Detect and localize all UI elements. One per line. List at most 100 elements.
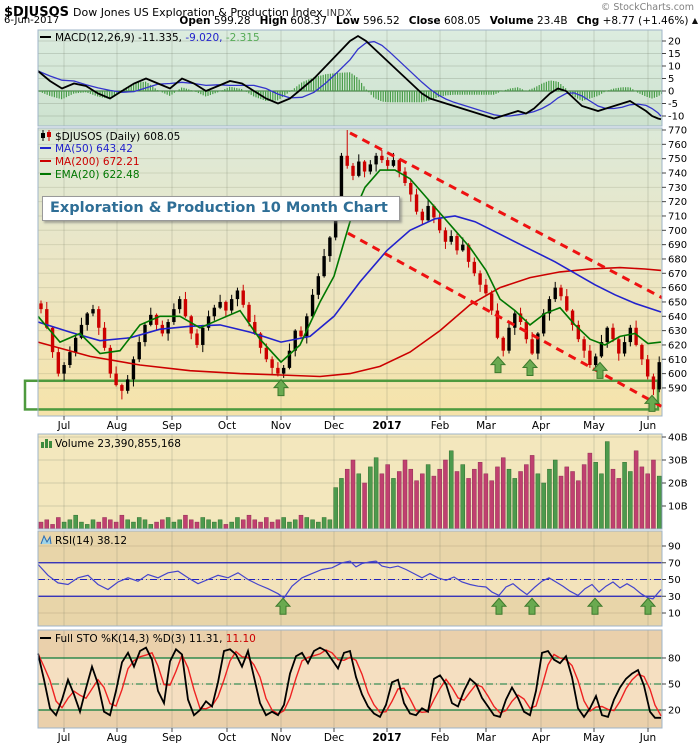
up-arrow-icon: [586, 597, 604, 615]
svg-text:680: 680: [668, 254, 687, 265]
volume-value: 23.4B: [536, 15, 568, 27]
svg-text:20B: 20B: [668, 479, 688, 490]
change-up-arrow-icon: ▲: [691, 16, 698, 25]
svg-text:710: 710: [668, 211, 687, 222]
price-legend-label: $DJUSOS (Daily) 608.05: [55, 131, 181, 143]
svg-text:Aug: Aug: [107, 420, 128, 432]
svg-text:740: 740: [668, 168, 687, 179]
svg-text:620: 620: [668, 340, 687, 351]
open-label: Open: [179, 15, 211, 27]
chg-label: Chg: [576, 15, 600, 27]
svg-text:10: 10: [668, 62, 681, 73]
ma50-label: MA(50) 643.42: [55, 143, 133, 155]
quote-open: Open 599.28: [179, 15, 250, 27]
svg-text:80: 80: [668, 653, 681, 664]
svg-text:Feb: Feb: [431, 732, 450, 744]
up-arrow-icon: [489, 355, 507, 374]
svg-text:50: 50: [668, 575, 681, 586]
svg-text:Aug: Aug: [107, 732, 128, 744]
svg-text:Oct: Oct: [218, 420, 236, 432]
quote-change: Chg +8.77 (+1.46%) ▲: [577, 15, 698, 27]
volume-bars-icon: [40, 437, 52, 451]
up-arrow-icon: [490, 597, 508, 615]
macd-value: -11.335,: [138, 32, 182, 44]
high-label: High: [259, 15, 287, 27]
svg-text:690: 690: [668, 240, 687, 251]
svg-text:720: 720: [668, 197, 687, 208]
svg-text:700: 700: [668, 226, 687, 237]
up-arrow-icon: [274, 597, 292, 615]
svg-text:600: 600: [668, 369, 687, 380]
svg-text:Jun: Jun: [639, 420, 656, 432]
svg-text:5: 5: [668, 74, 674, 85]
svg-text:Apr: Apr: [532, 732, 551, 744]
svg-text:Oct: Oct: [218, 732, 236, 744]
svg-text:730: 730: [668, 183, 687, 194]
exchange-label: INDX: [326, 8, 353, 19]
close-value: 608.05: [443, 15, 481, 27]
header-title-row: $DJUSOS Dow Jones US Exploration & Produc…: [4, 1, 696, 20]
rsi-legend: RSI(14) 38.12: [40, 534, 127, 548]
sto-legend: Full STO %K(14,3) %D(3) 11.31, 11.10: [40, 633, 256, 645]
svg-text:660: 660: [668, 283, 687, 294]
svg-text:20: 20: [668, 37, 681, 48]
price-legend-ema20: EMA(20) 622.48: [40, 169, 140, 181]
macd-line-swatch-icon: [40, 36, 51, 38]
sto-panel: 80 50 20: [37, 629, 681, 729]
svg-text:630: 630: [668, 326, 687, 337]
price-legend-main: $DJUSOS (Daily) 608.05: [40, 130, 180, 144]
svg-text:May: May: [583, 420, 605, 432]
svg-text:2017: 2017: [372, 732, 401, 744]
quote-close: Close 608.05: [409, 15, 481, 27]
quote-volume: Volume 23.4B: [490, 15, 568, 27]
low-label: Low: [336, 15, 360, 27]
volume-label: Volume: [489, 15, 534, 27]
rsi-panel: 90 70 50 30 10: [37, 530, 681, 627]
ema20-swatch-icon: [40, 173, 51, 175]
stockcharts-brand: © StockCharts.com: [600, 2, 694, 13]
ticker-symbol: $DJUSOS: [4, 5, 70, 20]
open-value: 599.28: [213, 15, 251, 27]
macd-hist-value: -2.315: [225, 32, 260, 44]
svg-text:590: 590: [668, 383, 687, 394]
chg-value: +8.77 (+1.46%): [602, 15, 689, 27]
svg-text:50: 50: [668, 679, 681, 690]
volume-panel: 40B 30B 20B 10B: [37, 433, 688, 530]
svg-text:Sep: Sep: [162, 732, 182, 744]
up-arrow-icon: [521, 358, 539, 377]
svg-text:650: 650: [668, 297, 687, 308]
svg-text:2017: 2017: [372, 420, 401, 432]
svg-text:30B: 30B: [668, 456, 688, 467]
rsi-indicator-icon: [40, 534, 52, 548]
candlestick-icon: [40, 130, 52, 144]
volume-legend-label: Volume 23,390,855,168: [55, 438, 181, 450]
quote-strip: Open 599.28 High 608.37 Low 596.52 Close…: [179, 15, 698, 27]
high-value: 608.37: [290, 15, 328, 27]
svg-text:Dec: Dec: [324, 420, 345, 432]
svg-text:70: 70: [668, 558, 681, 569]
up-arrow-icon: [523, 597, 541, 615]
macd-signal-value: -9.020,: [185, 32, 223, 44]
svg-text:Nov: Nov: [271, 732, 292, 744]
svg-text:760: 760: [668, 140, 687, 151]
svg-text:0: 0: [668, 87, 674, 98]
svg-text:750: 750: [668, 154, 687, 165]
svg-text:Apr: Apr: [532, 420, 551, 432]
svg-text:Mar: Mar: [476, 732, 496, 744]
quote-low: Low 596.52: [336, 15, 400, 27]
svg-text:-5: -5: [668, 99, 678, 110]
annotation-box: Exploration & Production 10 Month Chart: [42, 196, 400, 221]
close-label: Close: [408, 15, 441, 27]
svg-text:Feb: Feb: [431, 420, 450, 432]
svg-text:20: 20: [668, 706, 681, 717]
svg-text:10B: 10B: [668, 502, 688, 513]
svg-text:Jul: Jul: [57, 732, 71, 744]
price-legend-ma50: MA(50) 643.42: [40, 143, 133, 155]
svg-text:670: 670: [668, 269, 687, 280]
header: $DJUSOS Dow Jones US Exploration & Produc…: [0, 0, 700, 28]
sto-line-swatch-icon: [40, 637, 51, 639]
price-panel: 770 760 750 740 730 720 710 700 690 680 670 660 650 6…: [23, 126, 687, 417]
ema20-label: EMA(20) 622.48: [55, 169, 140, 181]
svg-text:Sep: Sep: [162, 420, 182, 432]
